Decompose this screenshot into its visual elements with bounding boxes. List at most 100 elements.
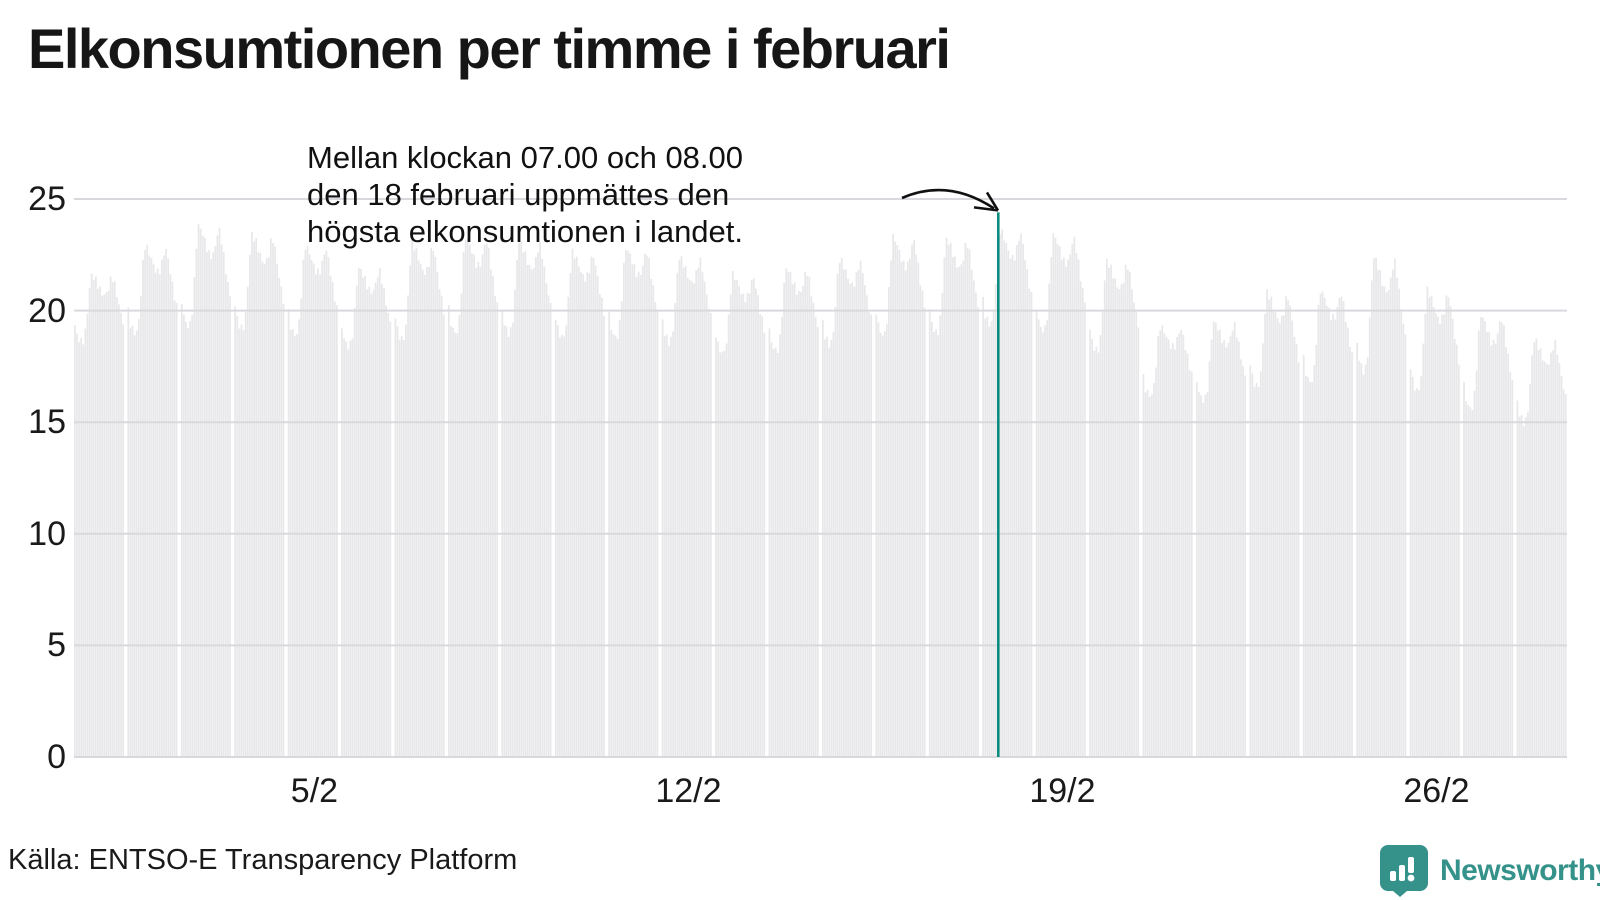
hour-bar <box>719 352 722 757</box>
hour-bar <box>1465 401 1467 757</box>
hour-bar <box>383 288 385 757</box>
hour-bar <box>982 297 985 757</box>
hour-bar <box>1428 297 1431 757</box>
hour-bar <box>479 266 482 757</box>
hour-bar <box>836 273 839 757</box>
hour-bar <box>86 313 89 757</box>
hour-bar <box>528 264 531 757</box>
hour-bar <box>302 259 305 757</box>
hour-bar <box>532 268 535 757</box>
hour-bar <box>1330 320 1332 757</box>
hour-bar <box>1437 316 1439 757</box>
hour-bar <box>1259 371 1262 757</box>
hour-bar <box>866 295 868 757</box>
hour-bar <box>1219 329 1221 757</box>
hour-bar <box>710 312 712 757</box>
hour-bar <box>171 281 174 757</box>
hour-bar <box>670 336 672 757</box>
hour-bar <box>294 336 296 757</box>
hour-bar <box>490 269 492 757</box>
hour-bar <box>1338 298 1341 757</box>
hour-bar <box>740 294 743 757</box>
hour-bar <box>783 282 786 757</box>
hour-bar <box>1398 288 1401 757</box>
hour-bar <box>1037 319 1040 757</box>
hour-bar <box>539 242 541 757</box>
hour-bar <box>514 289 516 757</box>
hour-bar <box>625 249 627 758</box>
hour-bar <box>1328 307 1330 757</box>
hour-bar <box>487 248 490 757</box>
hour-bar <box>385 305 387 757</box>
hour-bar <box>1221 342 1223 757</box>
hour-bar <box>109 276 112 757</box>
hour-bar <box>567 296 570 757</box>
hour-bar <box>1105 258 1108 757</box>
hour-bar <box>1325 305 1328 757</box>
hour-bar <box>140 296 142 757</box>
hour-bar <box>413 250 416 757</box>
hour-bar <box>127 307 130 757</box>
hour-bar <box>1013 260 1016 757</box>
hour-bar <box>259 253 262 757</box>
hour-bar <box>1262 343 1264 757</box>
hour-bar <box>374 282 377 757</box>
hour-bar <box>652 284 655 757</box>
brand-logo: Newsworthy <box>1380 845 1600 897</box>
hour-bar <box>828 347 831 757</box>
hour-bar <box>276 263 279 757</box>
hour-bar <box>405 324 407 757</box>
hour-bar <box>939 315 942 757</box>
hour-bar <box>650 278 653 757</box>
hour-bar <box>263 263 266 757</box>
hour-bar <box>378 268 381 757</box>
hour-bar <box>1077 259 1080 757</box>
hour-bar <box>717 341 719 757</box>
hour-bar <box>1050 257 1053 757</box>
hour-bar <box>1157 336 1160 757</box>
hour-bar <box>797 290 800 757</box>
hour-bar <box>456 333 459 757</box>
hour-bar <box>994 284 997 757</box>
hour-bar <box>212 252 215 757</box>
hour-bar <box>563 336 566 757</box>
hour-bar <box>1387 289 1390 757</box>
hour-bar <box>1370 280 1373 757</box>
hour-bar <box>296 334 298 757</box>
hour-bar <box>269 238 272 757</box>
hour-bar <box>347 349 350 757</box>
hour-bar <box>575 256 578 757</box>
hour-bar <box>1026 269 1029 757</box>
hour-bar <box>304 249 307 757</box>
hour-bar <box>757 295 759 757</box>
hour-bar <box>1285 296 1287 757</box>
hour-bar <box>855 272 858 757</box>
hour-bar <box>1200 395 1202 757</box>
hour-bar <box>1482 317 1484 757</box>
hour-bar <box>1389 277 1392 757</box>
hour-bar <box>1467 405 1470 757</box>
hour-bar <box>1171 343 1174 757</box>
hour-bar <box>1278 323 1281 757</box>
hour-bar <box>556 324 559 757</box>
hour-bar <box>1486 332 1488 757</box>
hour-bar <box>218 227 221 757</box>
hour-bar <box>1065 266 1067 757</box>
hour-bar <box>229 296 231 757</box>
hour-bar <box>1302 355 1305 757</box>
hour-bar <box>631 264 634 757</box>
hour-bar <box>900 261 903 757</box>
hour-bar <box>947 244 950 758</box>
hour-bar <box>648 257 650 757</box>
gridlines-layer <box>74 198 1567 758</box>
hour-bar <box>267 257 270 757</box>
hour-bar <box>1180 329 1183 757</box>
hour-bar <box>541 258 544 757</box>
hour-bar <box>1126 269 1129 757</box>
hour-bar <box>1099 335 1102 757</box>
hour-bar <box>661 319 664 757</box>
hour-bar <box>411 240 414 757</box>
hour-bar <box>509 327 512 757</box>
page-title: Elkonsumtionen per timme i februari <box>28 17 951 80</box>
hour-bar <box>376 277 379 757</box>
